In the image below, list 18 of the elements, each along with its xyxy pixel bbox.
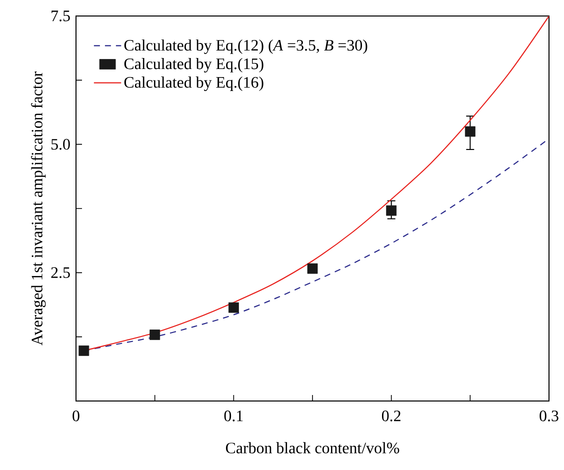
point (386, 205, 397, 216)
x-tick-label: 0.1 (224, 410, 243, 422)
point (150, 330, 160, 340)
legend-label: Calculated by Eq.(16) (124, 76, 264, 92)
y-axis-title: Averaged 1st invariant amplification factor (31, 72, 46, 346)
point (464, 126, 476, 137)
x-tick-label: 0.2 (382, 410, 400, 422)
point (307, 263, 318, 274)
y-tick-label: 7.5 (52, 10, 70, 22)
x-tick-label: 0 (72, 410, 80, 422)
y-tick-label: 2.5 (51, 267, 70, 278)
point (228, 302, 239, 313)
point (78, 345, 90, 356)
legend-label: Calculated by Eq.(15) (124, 58, 264, 72)
legend-label: Calculated by Eq.(12) (A =3.5, B =30) (124, 39, 368, 54)
y-tick-label: 5.0 (51, 138, 70, 150)
x-tick-label: 0.3 (540, 410, 558, 422)
x-axis-title: Carbon black content/vol% (226, 442, 400, 454)
